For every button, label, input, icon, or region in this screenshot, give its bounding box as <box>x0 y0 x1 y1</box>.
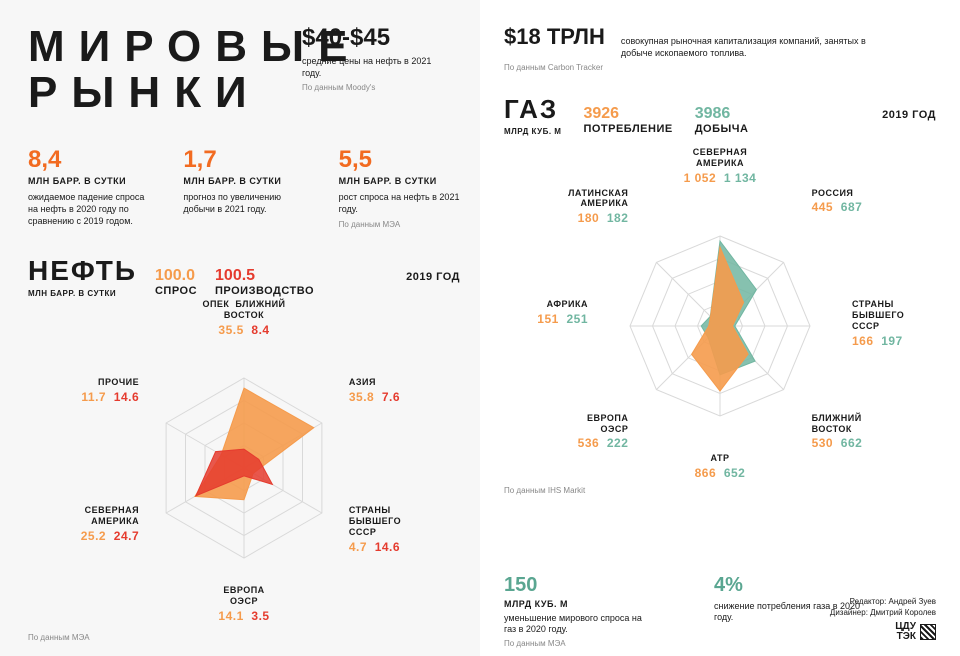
legend-demand: 100.0 СПРОС <box>155 267 197 297</box>
price-source: По данным Moody's <box>302 83 452 92</box>
price-text: средние цены на нефть в 2021 году. <box>302 56 452 79</box>
panel-oil: МИРОВЫЕ РЫНКИ $40-$45 средние цены на не… <box>0 0 480 656</box>
credits: Редактор: Андрей Зуев Дизайнер: Дмитрий … <box>830 596 936 642</box>
stat-text: прогноз по увеличению добычи в 2021 году… <box>183 192 304 215</box>
credit-designer: Дизайнер: Дмитрий Королев <box>830 607 936 618</box>
legend-demand-word: СПРОС <box>155 285 197 297</box>
radar-axis-label: СТРАНЫБЫВШЕГОСССР4.7 14.6 <box>349 505 459 554</box>
logo-text: ЦДУ ТЭК <box>895 622 916 642</box>
stat-text: ожидаемое падение спроса на нефть в 2020… <box>28 192 149 227</box>
radar-axis-label: БЛИЖНИЙВОСТОК530 662 <box>812 413 922 451</box>
radar-axis-label: ЛАТИНСКАЯАМЕРИКА180 182 <box>518 188 628 226</box>
stat-item: 5,5 МЛН БАРР. В СУТКИ рост спроса на неф… <box>339 146 460 228</box>
trln-source: По данным Carbon Tracker <box>504 63 936 72</box>
gas-source: По данным IHS Markit <box>504 486 585 495</box>
radar-axis-label: ПРОЧИЕ11.7 14.6 <box>29 377 139 404</box>
oil-title-block: НЕФТЬ МЛН БАРР. В СУТКИ <box>28 255 137 298</box>
gas-title-block: ГАЗ МЛРД КУБ. М <box>504 94 561 136</box>
radar-axis-label: РОССИЯ445 687 <box>812 188 922 215</box>
legend-prod: 100.5 ПРОИЗВОДСТВО <box>215 267 314 297</box>
legend-gprod-val: 3986 <box>695 105 749 123</box>
legend-prod-val: 100.5 <box>215 267 314 285</box>
bstat-value: 150 <box>504 574 654 597</box>
stat-value: 5,5 <box>339 146 460 174</box>
bottom-source: По данным МЭА <box>504 639 566 648</box>
oil-title: НЕФТЬ <box>28 255 137 287</box>
gas-unit: МЛРД КУБ. М <box>504 127 561 136</box>
stat-value: 1,7 <box>183 146 304 174</box>
logo: ЦДУ ТЭК <box>895 622 936 642</box>
gas-title: ГАЗ <box>504 94 561 125</box>
radar-axis-label: ОПЕК БЛИЖНИЙ ВОСТОК35.5 8.4 <box>189 299 299 337</box>
oil-header: НЕФТЬ МЛН БАРР. В СУТКИ 100.0 СПРОС 100.… <box>28 255 460 298</box>
radar-axis-label: ЕВРОПАОЭСР536 222 <box>518 413 628 451</box>
stat-unit: МЛН БАРР. В СУТКИ <box>28 176 149 186</box>
legend-cons: 3926 ПОТРЕБЛЕНИЕ <box>583 105 672 135</box>
legend-gprod-word: ДОБЫЧА <box>695 123 749 135</box>
radar-axis-label: СЕВЕРНАЯАМЕРИКА1 052 1 134 <box>665 147 775 185</box>
stat-value: 8,4 <box>28 146 149 174</box>
bottom-stats: 150 МЛРД КУБ. М уменьшение мирового спро… <box>504 574 864 636</box>
stat-text: рост спроса на нефть в 2021 году. <box>339 192 460 215</box>
legend-demand-val: 100.0 <box>155 267 197 285</box>
bstat-text: уменьшение мирового спроса на газ в 2020… <box>504 613 654 636</box>
gas-header: ГАЗ МЛРД КУБ. М 3926 ПОТРЕБЛЕНИЕ 3986 ДО… <box>504 94 936 136</box>
radar-axis-label: СЕВЕРНАЯАМЕРИКА25.2 24.7 <box>29 505 139 543</box>
stat-unit: МЛН БАРР. В СУТКИ <box>183 176 304 186</box>
stat-item: 1,7 МЛН БАРР. В СУТКИ прогноз по увеличе… <box>183 146 304 228</box>
stat-source: По данным МЭА <box>339 220 460 229</box>
panel-gas: $18 ТРЛН совокупная рыночная капитализац… <box>480 0 960 656</box>
price-value: $40-$45 <box>302 24 452 52</box>
oil-radar: ОПЕК БЛИЖНИЙ ВОСТОК35.5 8.4 АЗИЯ35.8 7.6 С… <box>28 302 460 622</box>
oil-unit: МЛН БАРР. В СУТКИ <box>28 289 137 298</box>
bottom-stat: 150 МЛРД КУБ. М уменьшение мирового спро… <box>504 574 654 636</box>
trln-text: совокупная рыночная капитализация компан… <box>621 36 881 59</box>
price-block: $40-$45 средние цены на нефть в 2021 год… <box>302 24 452 92</box>
bstat-value: 4% <box>714 574 864 597</box>
legend-cons-word: ПОТРЕБЛЕНИЕ <box>583 123 672 135</box>
legend-cons-val: 3926 <box>583 105 672 123</box>
radar-axis-label: СТРАНЫБЫВШЕГОСССР166 197 <box>852 299 960 348</box>
gas-year: 2019 ГОД <box>882 109 936 121</box>
bstat-unit: МЛРД КУБ. М <box>504 599 654 609</box>
radar-axis-label: АТР866 652 <box>665 453 775 480</box>
trln-row: $18 ТРЛН совокупная рыночная капитализац… <box>504 24 936 59</box>
logo-icon <box>920 624 936 640</box>
gas-radar: СЕВЕРНАЯАМЕРИКА1 052 1 134РОССИЯ445 687С… <box>504 140 936 500</box>
credit-editor: Редактор: Андрей Зуев <box>830 596 936 607</box>
stat-row: 8,4 МЛН БАРР. В СУТКИ ожидаемое падение … <box>28 146 460 228</box>
oil-source: По данным МЭА <box>28 633 90 642</box>
oil-year: 2019 ГОД <box>406 271 460 283</box>
legend-gprod: 3986 ДОБЫЧА <box>695 105 749 135</box>
radar-axis-label: ЕВРОПАОЭСР14.1 3.5 <box>189 585 299 623</box>
stat-unit: МЛН БАРР. В СУТКИ <box>339 176 460 186</box>
radar-axis-label: АФРИКА151 251 <box>478 299 588 326</box>
legend-prod-word: ПРОИЗВОДСТВО <box>215 285 314 297</box>
trln-value: $18 ТРЛН <box>504 24 605 50</box>
radar-axis-label: АЗИЯ35.8 7.6 <box>349 377 459 404</box>
stat-item: 8,4 МЛН БАРР. В СУТКИ ожидаемое падение … <box>28 146 149 228</box>
